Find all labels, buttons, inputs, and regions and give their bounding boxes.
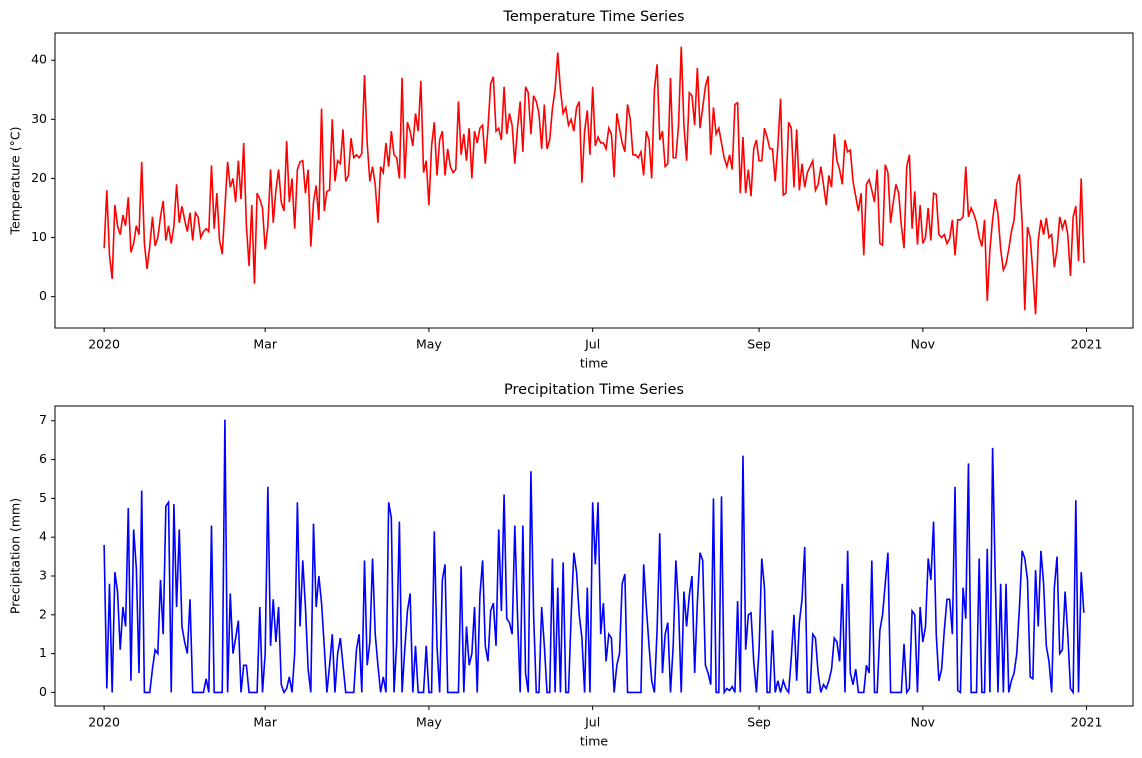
- y-axis-label: Temperature (°C): [8, 127, 23, 236]
- y-tick-label: 30: [31, 111, 47, 126]
- x-tick-label: Mar: [253, 715, 277, 730]
- y-tick-label: 5: [39, 490, 47, 505]
- chart-title: Temperature Time Series: [502, 9, 684, 25]
- plot-frame: [54, 32, 1134, 329]
- y-tick-label: 1: [39, 645, 47, 660]
- y-axis-label: Precipitation (mm): [8, 498, 23, 614]
- data-line: [103, 46, 1085, 315]
- x-tick-label: May: [416, 337, 442, 352]
- x-axis-label: time: [580, 356, 609, 371]
- y-tick-label: 10: [31, 229, 47, 244]
- y-tick-label: 6: [39, 451, 47, 466]
- y-tick-label: 40: [31, 52, 47, 67]
- x-tick-label: 2021: [1071, 337, 1103, 352]
- y-tick-label: 20: [31, 170, 47, 185]
- x-tick-label: Nov: [911, 337, 936, 352]
- x-tick-label: 2020: [88, 715, 120, 730]
- x-tick-label: Jul: [584, 715, 600, 730]
- y-tick-label: 0: [39, 288, 47, 303]
- chart-title: Precipitation Time Series: [504, 382, 684, 398]
- data-line: [103, 419, 1085, 695]
- plot-frame: [54, 405, 1134, 707]
- x-axis-label: time: [580, 734, 609, 749]
- x-tick-label: 2021: [1071, 715, 1103, 730]
- y-tick-label: 7: [39, 412, 47, 427]
- y-tick-label: 0: [39, 684, 47, 699]
- y-tick-label: 4: [39, 529, 47, 544]
- y-tick-label: 3: [39, 567, 47, 582]
- x-tick-label: Sep: [747, 337, 771, 352]
- x-tick-label: Sep: [747, 715, 771, 730]
- x-tick-label: May: [416, 715, 442, 730]
- x-tick-label: Jul: [584, 337, 600, 352]
- y-tick-label: 2: [39, 606, 47, 621]
- x-tick-label: Mar: [253, 337, 277, 352]
- x-tick-label: 2020: [88, 337, 120, 352]
- x-tick-label: Nov: [911, 715, 936, 730]
